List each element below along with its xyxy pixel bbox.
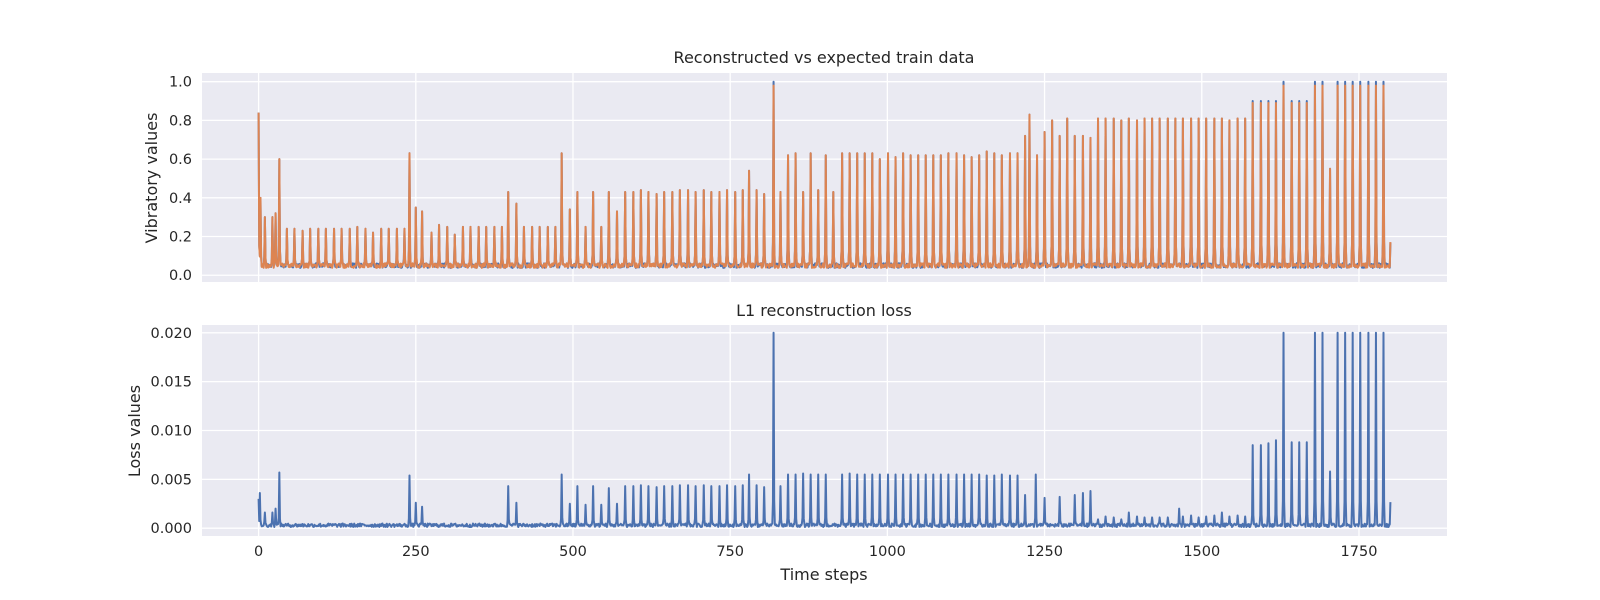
y-tick-label: 0.8: [169, 113, 192, 129]
y-tick-label: 0.015: [150, 375, 192, 391]
series-layer: [257, 80, 1392, 269]
x-tick-label: 1000: [869, 544, 906, 560]
y-tick-label: 0.0: [169, 268, 192, 284]
y-tick-labels: 0.0 0.2 0.4 0.6 0.8 1.0: [169, 75, 192, 285]
chart-title: Reconstructed vs expected train data: [674, 48, 975, 67]
y-tick-label: 0.000: [150, 521, 192, 537]
series-layer: [257, 331, 1392, 529]
series-line-loss: [257, 331, 1392, 529]
x-tick-label: 250: [402, 544, 430, 560]
reconstruction-chart: 0.0 0.2 0.4 0.6 0.8 1.0 Reconstructed vs expe…: [142, 48, 1447, 284]
y-tick-label: 1.0: [169, 75, 192, 91]
y-tick-labels: 0.000 0.005 0.010 0.015 0.020: [150, 326, 192, 537]
series-line-reconstructed: [257, 84, 1392, 269]
x-tick-label: 750: [716, 544, 744, 560]
y-tick-label: 0.005: [150, 472, 192, 488]
x-tick-labels: 0 250 500 750 1000 1250 1500 1750: [254, 544, 1377, 560]
y-axis-title: Loss values: [125, 385, 144, 477]
x-axis-title: Time steps: [779, 565, 867, 584]
x-tick-label: 1750: [1341, 544, 1378, 560]
y-tick-label: 0.4: [169, 191, 192, 207]
y-tick-label: 0.2: [169, 230, 192, 246]
x-tick-label: 0: [254, 544, 263, 560]
loss-chart: 0.000 0.005 0.010 0.015 0.020 0 250 500 750 1000…: [125, 301, 1447, 584]
y-tick-label: 0.6: [169, 152, 192, 168]
y-tick-label: 0.010: [150, 424, 192, 440]
x-tick-label: 1500: [1183, 544, 1220, 560]
chart-title: L1 reconstruction loss: [736, 301, 912, 320]
y-tick-label: 0.020: [150, 326, 192, 342]
x-tick-label: 500: [559, 544, 587, 560]
y-axis-title: Vibratory values: [142, 113, 161, 244]
x-tick-label: 1250: [1026, 544, 1063, 560]
